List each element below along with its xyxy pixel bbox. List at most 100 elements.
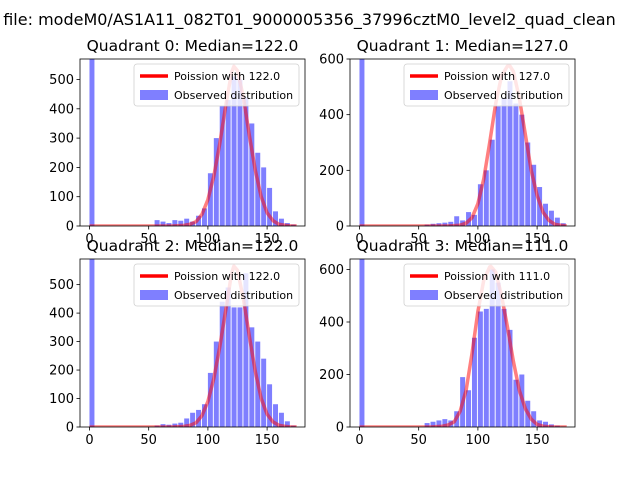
histogram-bar — [507, 81, 513, 226]
histogram-bar — [513, 379, 519, 427]
axes-frame — [349, 258, 576, 428]
x-tick-label: 0 — [355, 232, 363, 247]
histogram-bar — [267, 187, 273, 226]
histogram-bar — [172, 220, 178, 226]
histogram-bar — [213, 138, 219, 226]
histogram-bar — [554, 217, 560, 226]
histogram-bar — [89, 59, 95, 226]
histogram-bar — [501, 97, 507, 226]
y-tick-label: 500 — [49, 73, 74, 88]
legend-label-observed: Observed distribution — [174, 289, 293, 302]
y-tick-label: 400 — [49, 307, 74, 322]
x-tick-label: 0 — [355, 433, 363, 448]
y-tick-label: 300 — [49, 132, 74, 147]
x-tick-label: 150 — [525, 433, 550, 448]
x-tick-label: 50 — [140, 433, 157, 448]
subplot-title: Quadrant 0: Median=122.0 — [87, 37, 299, 55]
histogram-bar — [495, 106, 501, 226]
histogram-bar — [255, 152, 261, 226]
histogram-bar — [543, 421, 548, 427]
y-tick-label: 100 — [49, 392, 74, 407]
histogram-bar — [225, 287, 231, 427]
histogram-bar — [278, 412, 284, 427]
histogram-bar — [430, 421, 436, 427]
histogram-bar — [190, 412, 196, 427]
x-tick-label: 150 — [525, 232, 550, 247]
legend-box — [403, 63, 570, 107]
histogram-bar — [237, 79, 243, 226]
histogram-bar — [519, 114, 525, 226]
legend-label-poisson: Poission with 122.0 — [174, 70, 280, 83]
legend-label-observed: Observed distribution — [444, 89, 563, 102]
y-tick-label: 0 — [336, 220, 344, 235]
histogram-bar — [471, 214, 477, 226]
axes-frame — [349, 58, 576, 227]
x-tick-label: 150 — [255, 232, 280, 247]
histogram-bar — [278, 218, 284, 226]
x-tick-label: 0 — [85, 433, 93, 448]
subplot-quadrant-1: 0 50 100 150 0 200 400 600 Quadrant 1: Median=12… — [319, 37, 576, 247]
legend-bar-swatch — [410, 290, 438, 300]
y-tick-label: 100 — [49, 190, 74, 205]
histogram-bar — [454, 216, 460, 226]
legend-bar-swatch — [140, 290, 168, 300]
histogram-bar — [231, 307, 237, 427]
legend: Poission with 111.0 Observed distribution — [403, 263, 570, 307]
histogram-bar — [160, 221, 166, 226]
histogram-bar — [483, 170, 489, 226]
histogram-bar — [273, 211, 278, 226]
y-tick-label: 400 — [319, 316, 344, 331]
histogram-bar — [267, 384, 273, 427]
histogram-bar — [525, 142, 531, 226]
legend-bar-swatch — [140, 90, 168, 100]
x-tick-label: 100 — [465, 433, 490, 448]
histogram-bar — [471, 337, 477, 427]
x-tick-label: 100 — [465, 232, 490, 247]
histogram-bar — [243, 97, 249, 226]
x-tick-label: 0 — [85, 232, 93, 247]
histogram-bar — [219, 301, 225, 427]
histogram-bar — [489, 139, 495, 226]
subplot-title: Quadrant 2: Median=122.0 — [87, 237, 299, 255]
histogram-bar — [359, 59, 365, 226]
histogram-bar — [231, 76, 237, 226]
subplot-title: Quadrant 1: Median=127.0 — [357, 37, 569, 55]
figure-suptitle: n file: modeM0/AS1A11_082T01_9000005356_… — [0, 10, 616, 30]
y-tick-label: 500 — [49, 278, 74, 293]
histogram-bar — [178, 220, 184, 226]
legend-box — [133, 63, 300, 107]
histogram-bar — [513, 103, 519, 226]
histogram-bar — [548, 210, 554, 226]
y-tick-label: 0 — [336, 421, 344, 436]
histogram-bar — [219, 105, 225, 226]
x-tick-label: 50 — [140, 232, 157, 247]
histogram-bar — [213, 341, 219, 427]
y-tick-label: 200 — [319, 164, 344, 179]
histogram-bar — [436, 420, 442, 427]
y-tick-label: 400 — [49, 102, 74, 117]
x-tick-label: 50 — [410, 232, 427, 247]
subplot-quadrant-2: 0 50 100 150 0 100 200 300 400 500 Quadrant 2: Med… — [49, 237, 306, 448]
histogram-bar — [424, 423, 430, 427]
histogram-bar — [489, 269, 495, 427]
histogram-bar — [249, 123, 255, 226]
histogram-bar — [477, 184, 483, 226]
histogram-bar — [201, 208, 207, 226]
legend-box — [133, 263, 300, 307]
y-tick-label: 300 — [49, 335, 74, 350]
histogram-bar — [448, 221, 454, 226]
subplot-title: Quadrant 3: Median=111.0 — [357, 237, 569, 255]
histogram-bar — [89, 259, 95, 427]
x-tick-label: 100 — [195, 232, 220, 247]
y-tick-label: 0 — [66, 220, 74, 235]
histogram-bar — [442, 419, 448, 427]
histogram-bar — [207, 173, 213, 226]
histogram-bar — [273, 404, 278, 427]
histogram-bar — [501, 308, 507, 427]
histogram-bar — [225, 100, 231, 226]
histogram-bar — [483, 308, 489, 427]
histogram-bar — [466, 390, 472, 427]
histogram-bar — [237, 307, 243, 427]
histogram-bar — [359, 259, 365, 427]
